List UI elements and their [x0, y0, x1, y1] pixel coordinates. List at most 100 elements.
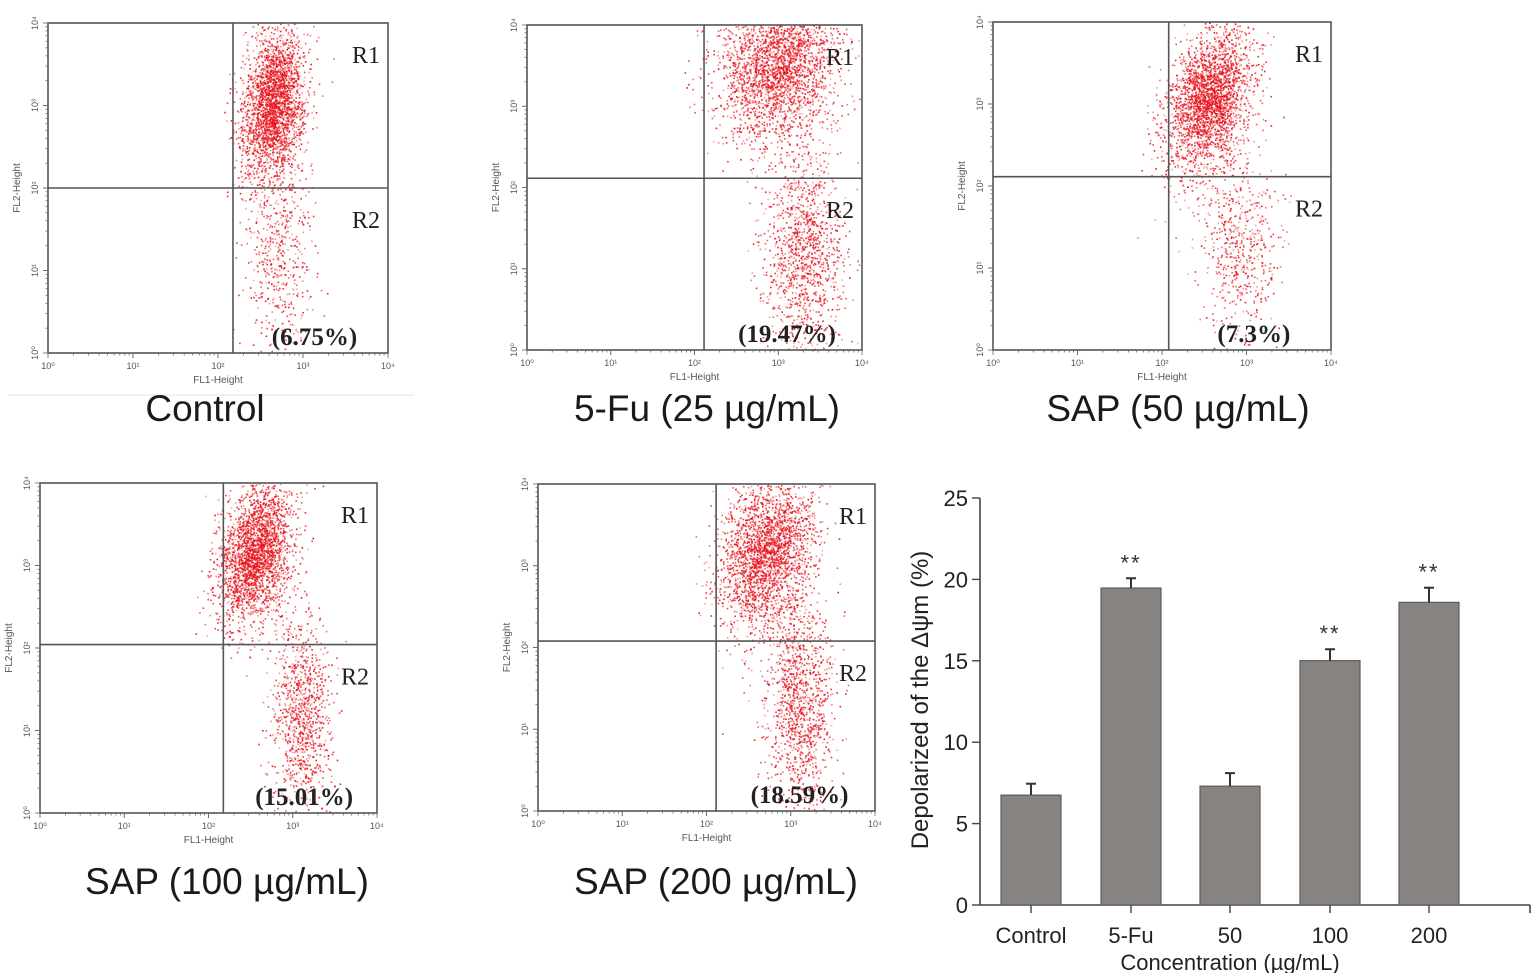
data-point [785, 38, 788, 41]
data-point [248, 94, 250, 96]
data-point [768, 67, 770, 70]
data-point [274, 80, 277, 83]
data-point [265, 136, 267, 138]
data-point [259, 106, 261, 109]
data-point [264, 89, 267, 91]
data-point [293, 78, 296, 81]
data-point [748, 76, 751, 78]
data-point [245, 152, 248, 154]
data-point [256, 133, 258, 136]
data-point [783, 97, 786, 99]
data-point [282, 90, 284, 93]
data-point [283, 74, 286, 76]
data-point [749, 79, 751, 81]
data-point [775, 55, 777, 58]
data-point [783, 126, 786, 129]
data-point [748, 63, 750, 65]
data-point [784, 38, 786, 40]
data-point [822, 42, 825, 44]
data-point [276, 132, 278, 134]
data-point [772, 80, 774, 83]
data-point [780, 104, 782, 106]
data-point [853, 100, 855, 103]
data-point [295, 81, 298, 83]
data-point [814, 31, 817, 33]
data-point [294, 122, 296, 124]
data-point [255, 58, 258, 61]
data-point [279, 184, 282, 187]
data-point [763, 121, 766, 124]
data-point [267, 162, 269, 164]
data-point [260, 286, 262, 289]
data-point [280, 183, 282, 185]
data-point [784, 138, 786, 140]
data-point [274, 103, 276, 105]
data-point [790, 102, 793, 104]
data-point [771, 110, 773, 112]
data-point [757, 91, 760, 94]
data-point [278, 223, 280, 226]
data-point [275, 70, 277, 72]
data-point [782, 95, 784, 97]
data-point [299, 179, 301, 182]
data-point [746, 77, 749, 80]
data-point [279, 172, 282, 175]
data-point [761, 50, 764, 52]
data-point [251, 191, 254, 194]
data-point [266, 68, 269, 70]
data-point [291, 101, 293, 104]
data-point [758, 30, 761, 33]
data-point [277, 276, 279, 279]
data-point [765, 87, 768, 89]
data-point [256, 139, 259, 142]
data-point [784, 116, 787, 119]
data-point [290, 70, 293, 72]
data-point [807, 86, 809, 88]
data-point [286, 130, 289, 132]
data-point [273, 163, 275, 166]
data-point [288, 97, 291, 99]
data-point [803, 117, 806, 119]
data-point [263, 162, 265, 164]
data-point [812, 85, 815, 88]
data-point [266, 327, 268, 330]
data-point [252, 164, 255, 166]
data-point [260, 139, 262, 142]
data-point [779, 106, 781, 108]
data-point [270, 118, 272, 120]
data-point [284, 306, 287, 308]
data-point [249, 76, 252, 78]
data-point [781, 128, 783, 131]
data-point [276, 148, 278, 150]
data-point [287, 249, 289, 251]
data-point [277, 281, 280, 284]
data-point [280, 265, 282, 267]
data-point [275, 288, 278, 291]
scatter-points [684, 25, 861, 352]
data-point [261, 33, 263, 35]
data-point [805, 41, 807, 43]
data-point [261, 150, 263, 153]
data-point [307, 141, 309, 144]
data-point [794, 83, 796, 86]
data-point [278, 63, 280, 66]
data-point [281, 76, 283, 78]
data-point [763, 73, 765, 76]
data-point [783, 121, 786, 124]
data-point [794, 91, 796, 94]
data-point [290, 35, 292, 38]
data-point [297, 292, 299, 295]
data-point [252, 78, 255, 80]
data-point [257, 124, 259, 127]
data-point [811, 59, 813, 62]
data-point [258, 112, 261, 114]
data-point [767, 87, 769, 90]
data-point [726, 54, 729, 56]
data-point [838, 71, 841, 73]
data-point [266, 103, 268, 105]
data-point [303, 110, 306, 113]
data-point [725, 142, 728, 144]
data-point [277, 179, 279, 181]
data-point [264, 130, 266, 132]
data-point [752, 128, 755, 131]
